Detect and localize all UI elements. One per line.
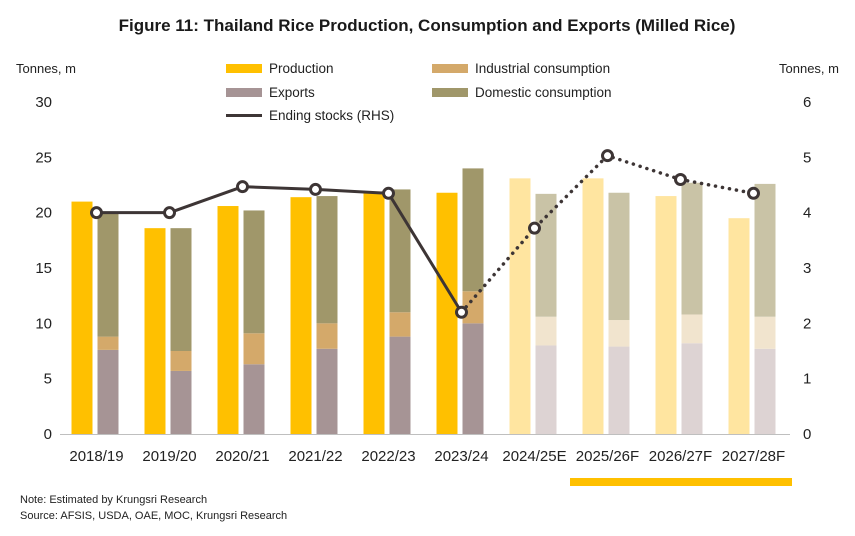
industrial-bar-segment [681, 314, 703, 344]
stocks-line-actual [96, 185, 463, 314]
left-axis-unit: Tonnes, m [16, 61, 76, 76]
domestic-bar-segment [389, 189, 411, 313]
exports-bar-segment [316, 348, 338, 434]
stocks-marker [236, 180, 249, 194]
y-tick-left-label: 30 [35, 94, 52, 111]
exports-bar-segment [170, 370, 192, 434]
x-tick-label: 2027/28F [722, 448, 785, 465]
y-tick-left-label: 15 [35, 260, 52, 277]
y-tick-right-label: 2 [803, 315, 811, 332]
legend-label-domestic: Domestic consumption [475, 85, 612, 100]
production-bar [728, 218, 750, 434]
y-tick-left-label: 5 [44, 371, 52, 388]
right-axis-unit: Tonnes, m [779, 61, 839, 76]
note-text: Note: Estimated by Krungsri Research [20, 494, 208, 506]
stocks-marker [528, 221, 541, 235]
industrial-bar-segment [97, 336, 119, 350]
domestic-bar-segment [681, 182, 703, 315]
industrial-bar-segment [754, 316, 776, 349]
x-tick-label: 2022/23 [361, 448, 415, 465]
domestic-bar-segment [243, 210, 265, 334]
x-axis-labels: 2018/19 2019/20 2020/21 2021/22 2022/23 2023/… [69, 448, 785, 465]
exports-bar-segment [97, 349, 119, 434]
exports-bar-segment [535, 345, 557, 434]
y-tick-right-label: 5 [803, 149, 811, 166]
production-bar [290, 197, 312, 434]
stocks-marker [601, 149, 614, 163]
source-text: Source: AFSIS, USDA, OAE, MOC, Krungsri … [20, 510, 288, 522]
y-tick-right-label: 3 [803, 260, 811, 277]
stocks-marker [674, 172, 687, 186]
exports-bar-segment [608, 346, 630, 434]
stocks-line-forecast [459, 153, 756, 315]
y-tick-right-label: 4 [803, 205, 811, 222]
exports-bar-segment [389, 336, 411, 434]
y-tick-left-label: 10 [35, 315, 52, 332]
chart-title: Figure 11: Thailand Rice Production, Con… [119, 16, 736, 35]
legend-label-exports: Exports [269, 85, 315, 100]
x-tick-label: 2024/25E [502, 448, 566, 465]
domestic-bar-segment [608, 192, 630, 321]
x-tick-label: 2019/20 [142, 448, 196, 465]
x-tick-label: 2026/27F [649, 448, 712, 465]
production-bar [582, 178, 604, 434]
industrial-bar-segment [316, 323, 338, 349]
stocks-marker [382, 186, 395, 200]
industrial-bar-segment [535, 316, 557, 346]
exports-bar-segment [243, 364, 265, 434]
industrial-bar-segment [243, 333, 265, 365]
y-tick-right-label: 6 [803, 94, 811, 111]
bar-group [60, 168, 790, 435]
production-bar [655, 196, 677, 434]
stocks-marker [90, 206, 103, 220]
stocks-marker [455, 305, 468, 319]
legend-label-stocks: Ending stocks (RHS) [269, 108, 394, 123]
production-bar [363, 192, 385, 434]
domestic-bar-segment [97, 212, 119, 337]
exports-bar-segment [681, 343, 703, 434]
stocks-line-group [90, 149, 760, 319]
domestic-bar-segment [316, 196, 338, 324]
legend-label-industrial: Industrial consumption [475, 61, 610, 76]
chart-legend: Production Industrial consumption Exports D… [226, 61, 612, 123]
production-bar [144, 228, 166, 434]
y-tick-left-label: 0 [44, 426, 52, 443]
left-axis: 0 5 10 15 20 25 30 [35, 94, 52, 443]
stocks-marker [747, 186, 760, 200]
domestic-bar-segment [170, 228, 192, 351]
production-bar [71, 201, 93, 434]
forecast-highlight-bar [570, 478, 792, 486]
production-bar [217, 206, 239, 434]
y-tick-right-label: 0 [803, 426, 811, 443]
industrial-bar-segment [462, 291, 484, 324]
stocks-marker [309, 182, 322, 196]
legend-swatch-production [226, 64, 262, 73]
legend-swatch-industrial [432, 64, 468, 73]
legend-swatch-domestic [432, 88, 468, 97]
production-bar [436, 192, 458, 434]
domestic-bar-segment [535, 193, 557, 317]
industrial-bar-segment [608, 320, 630, 347]
right-axis: 0 1 2 3 4 5 6 [803, 94, 811, 443]
x-tick-label: 2018/19 [69, 448, 123, 465]
exports-bar-segment [754, 348, 776, 434]
y-tick-left-label: 20 [35, 205, 52, 222]
domestic-bar-segment [754, 183, 776, 317]
exports-bar-segment [462, 323, 484, 434]
x-tick-label: 2025/26F [576, 448, 639, 465]
x-tick-label: 2023/24 [434, 448, 488, 465]
x-tick-label: 2020/21 [215, 448, 269, 465]
legend-label-production: Production [269, 61, 334, 76]
y-tick-right-label: 1 [803, 371, 811, 388]
production-bar [509, 178, 531, 434]
domestic-bar-segment [462, 168, 484, 292]
legend-swatch-exports [226, 88, 262, 97]
x-tick-label: 2021/22 [288, 448, 342, 465]
industrial-bar-segment [170, 351, 192, 371]
industrial-bar-segment [389, 312, 411, 337]
y-tick-left-label: 25 [35, 149, 52, 166]
stocks-marker [163, 206, 176, 220]
